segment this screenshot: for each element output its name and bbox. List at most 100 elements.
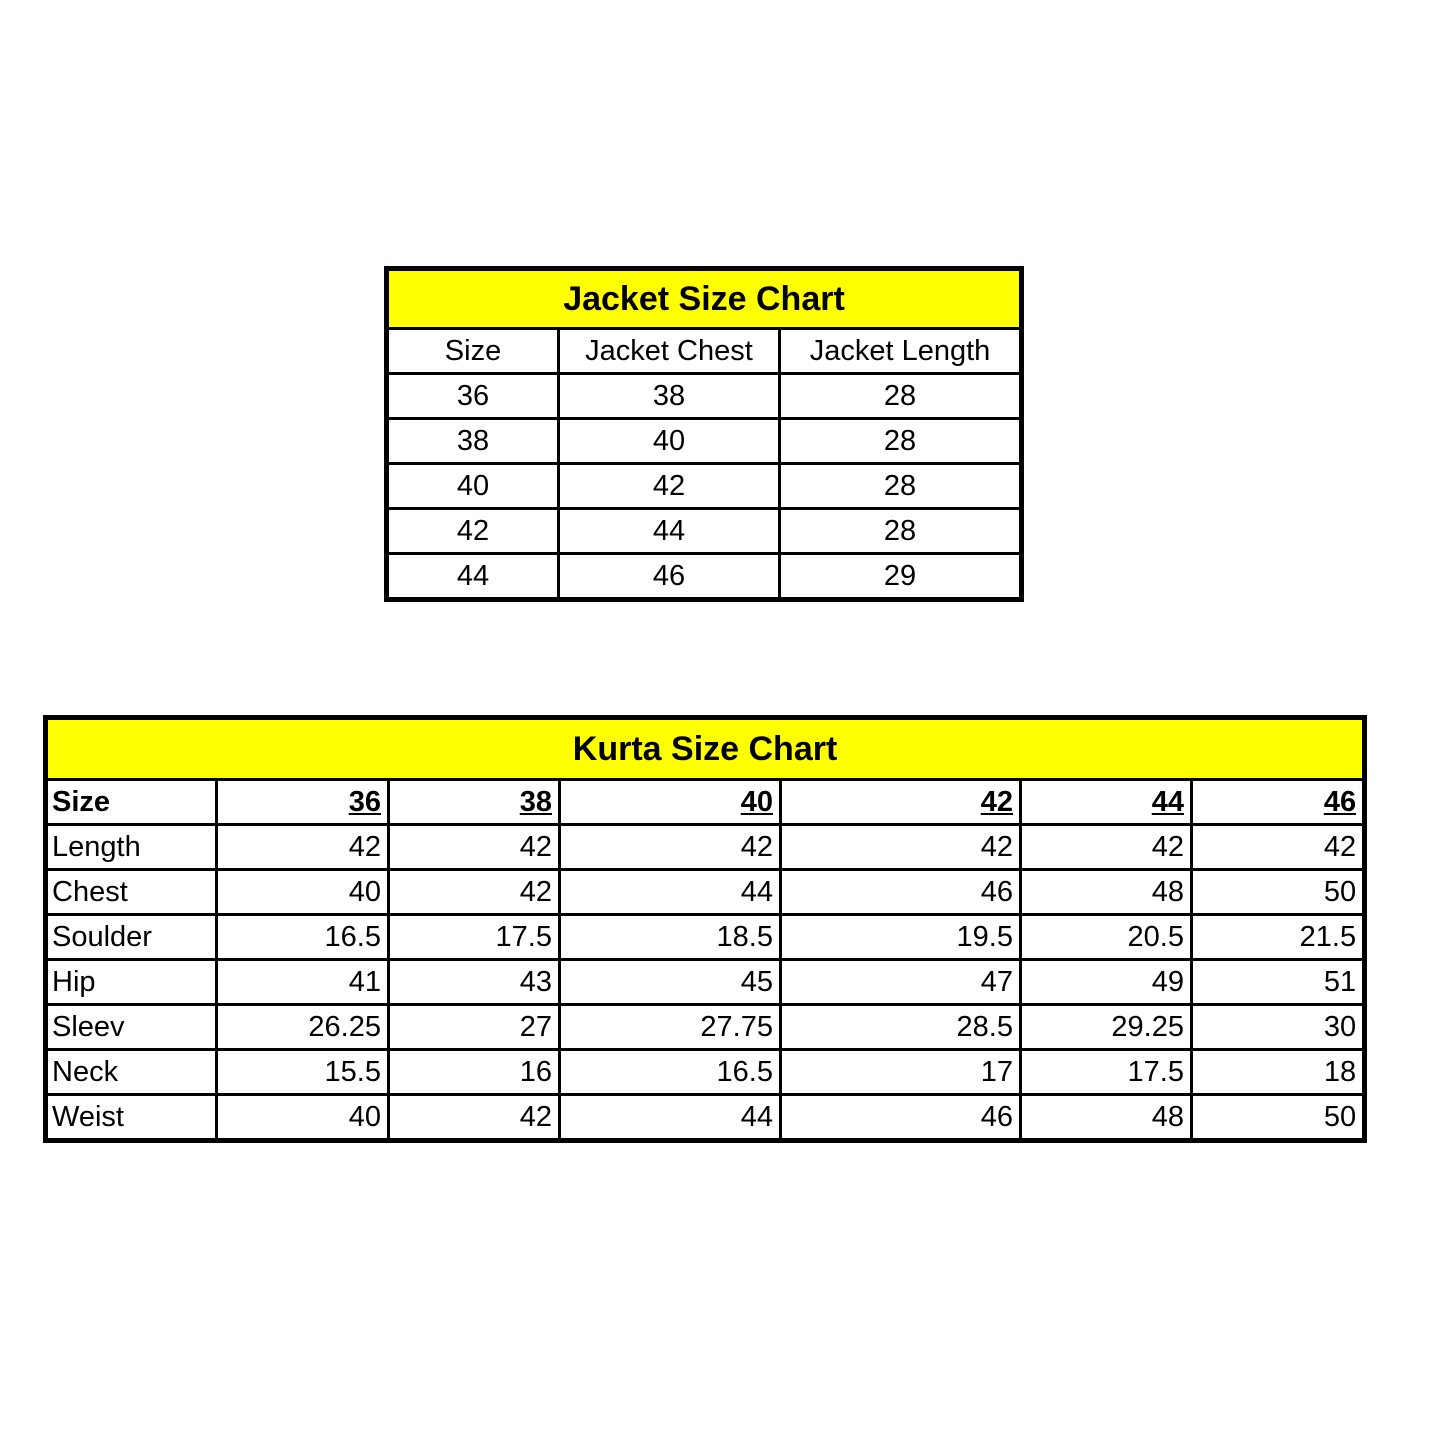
jacket-cell-text: 44 xyxy=(652,514,686,547)
kurta-cell-text: 50 xyxy=(1323,875,1357,908)
kurta-cell-text: 18.5 xyxy=(716,920,773,953)
kurta-size-header: 44 xyxy=(1019,778,1193,826)
kurta-cell: 45 xyxy=(558,958,782,1006)
kurta-row-label-text: Soulder xyxy=(52,920,152,953)
kurta-cell: 50 xyxy=(1189,1093,1367,1142)
kurta-cell: 42 xyxy=(1019,823,1193,871)
kurta-cell: 26.25 xyxy=(215,1003,390,1051)
jacket-column-header: Size xyxy=(385,327,560,375)
kurta-cell-text: 49 xyxy=(1151,965,1184,998)
kurta-table-row: Length 42 42 42 42 42 42 xyxy=(44,823,1367,871)
kurta-cell: 42 xyxy=(387,823,561,871)
jacket-column-header: Jacket Chest xyxy=(557,327,781,375)
jacket-cell-text: 42 xyxy=(652,469,686,502)
jacket-size-chart: Jacket Size Chart Size Jacket Chest Jacket… xyxy=(384,266,1024,602)
kurta-cell: 48 xyxy=(1019,868,1193,916)
kurta-cell-text: 48 xyxy=(1151,1100,1184,1133)
kurta-cell: 42 xyxy=(387,868,561,916)
jacket-cell-text: 28 xyxy=(883,469,917,502)
kurta-cell: 40 xyxy=(215,1093,390,1142)
kurta-cell: 18 xyxy=(1189,1048,1367,1096)
jacket-cell: 28 xyxy=(778,462,1023,510)
jacket-cell: 42 xyxy=(557,462,781,510)
kurta-cell: 18.5 xyxy=(558,913,782,961)
kurta-cell-text: 45 xyxy=(740,965,773,998)
kurta-cell-text: 43 xyxy=(519,965,552,998)
jacket-cell: 40 xyxy=(385,462,560,510)
kurta-cell: 46 xyxy=(779,868,1022,916)
jacket-cell: 29 xyxy=(778,552,1023,601)
kurta-cell: 43 xyxy=(387,958,561,1006)
kurta-table-row: Chest 40 42 44 46 48 50 xyxy=(44,868,1367,916)
kurta-header-row: Size 36 38 40 42 44 46 xyxy=(44,778,1367,826)
jacket-table-row: 36 38 28 xyxy=(385,372,1023,420)
jacket-cell: 40 xyxy=(557,417,781,465)
kurta-cell-text: 44 xyxy=(740,1100,773,1133)
kurta-cell-text: 16.5 xyxy=(324,920,381,953)
jacket-cell-text: 28 xyxy=(883,514,917,547)
kurta-cell-text: 42 xyxy=(519,830,552,863)
kurta-cell-text: 30 xyxy=(1323,1010,1357,1043)
kurta-cell-text: 42 xyxy=(740,830,773,863)
kurta-cell: 27 xyxy=(387,1003,561,1051)
kurta-size-chart: Kurta Size Chart Size 36 38 40 42 44 46 Length 4… xyxy=(43,715,1368,1143)
kurta-cell-text: 16.5 xyxy=(716,1055,773,1088)
kurta-cell: 42 xyxy=(558,823,782,871)
jacket-chart-title: Jacket Size Chart xyxy=(385,267,1023,330)
kurta-size-header: 40 xyxy=(558,778,782,826)
kurta-cell-text: 51 xyxy=(1323,965,1357,998)
kurta-cell: 17.5 xyxy=(387,913,561,961)
kurta-cell-text: 28.5 xyxy=(956,1010,1013,1043)
jacket-table-row: 42 44 28 xyxy=(385,507,1023,555)
kurta-cell-text: 17.5 xyxy=(1127,1055,1184,1088)
jacket-column-header-text: Jacket Chest xyxy=(585,334,753,367)
kurta-row-label: Weist xyxy=(44,1093,218,1142)
kurta-size-header-text: 40 xyxy=(740,785,773,818)
kurta-row-label-text: Neck xyxy=(52,1055,119,1088)
kurta-table-row: Sleev 26.25 27 27.75 28.5 29.25 30 xyxy=(44,1003,1367,1051)
kurta-cell-text: 41 xyxy=(348,965,381,998)
kurta-cell: 50 xyxy=(1189,868,1367,916)
jacket-cell: 38 xyxy=(557,372,781,420)
jacket-column-header: Jacket Length xyxy=(778,327,1023,375)
kurta-cell-text: 42 xyxy=(519,1100,552,1133)
jacket-cell: 28 xyxy=(778,417,1023,465)
kurta-cell-text: 40 xyxy=(348,875,381,908)
kurta-row-label-text: Length xyxy=(52,830,141,863)
kurta-cell-text: 47 xyxy=(980,965,1013,998)
kurta-cell-text: 21.5 xyxy=(1299,920,1357,953)
kurta-cell: 49 xyxy=(1019,958,1193,1006)
jacket-cell-text: 44 xyxy=(456,559,490,592)
kurta-cell-text: 42 xyxy=(1323,830,1357,863)
kurta-cell: 21.5 xyxy=(1189,913,1367,961)
kurta-cell-text: 50 xyxy=(1323,1100,1357,1133)
kurta-cell-text: 16 xyxy=(519,1055,552,1088)
jacket-cell: 44 xyxy=(385,552,560,601)
kurta-cell-text: 17 xyxy=(980,1055,1013,1088)
kurta-cell-text: 48 xyxy=(1151,875,1184,908)
kurta-table-row: Neck 15.5 16 16.5 17 17.5 18 xyxy=(44,1048,1367,1096)
kurta-cell: 30 xyxy=(1189,1003,1367,1051)
kurta-cell-text: 42 xyxy=(348,830,381,863)
kurta-size-header: 36 xyxy=(215,778,390,826)
kurta-size-header: 38 xyxy=(387,778,561,826)
kurta-cell-text: 29.25 xyxy=(1111,1010,1184,1043)
kurta-cell: 44 xyxy=(558,868,782,916)
kurta-size-header-text: 38 xyxy=(519,785,552,818)
kurta-cell: 28.5 xyxy=(779,1003,1022,1051)
jacket-cell: 28 xyxy=(778,372,1023,420)
kurta-cell: 40 xyxy=(215,868,390,916)
jacket-cell: 42 xyxy=(385,507,560,555)
kurta-size-header: 46 xyxy=(1189,778,1367,826)
kurta-row-label: Sleev xyxy=(44,1003,218,1051)
kurta-cell: 16 xyxy=(387,1048,561,1096)
kurta-row-label-text: Sleev xyxy=(52,1010,125,1043)
kurta-table-row: Soulder 16.5 17.5 18.5 19.5 20.5 21.5 xyxy=(44,913,1367,961)
kurta-cell: 42 xyxy=(215,823,390,871)
kurta-size-label: Size xyxy=(44,778,218,826)
jacket-table-row: 38 40 28 xyxy=(385,417,1023,465)
kurta-cell-text: 19.5 xyxy=(956,920,1013,953)
kurta-cell: 20.5 xyxy=(1019,913,1193,961)
kurta-cell-text: 42 xyxy=(980,830,1013,863)
kurta-cell-text: 15.5 xyxy=(324,1055,381,1088)
